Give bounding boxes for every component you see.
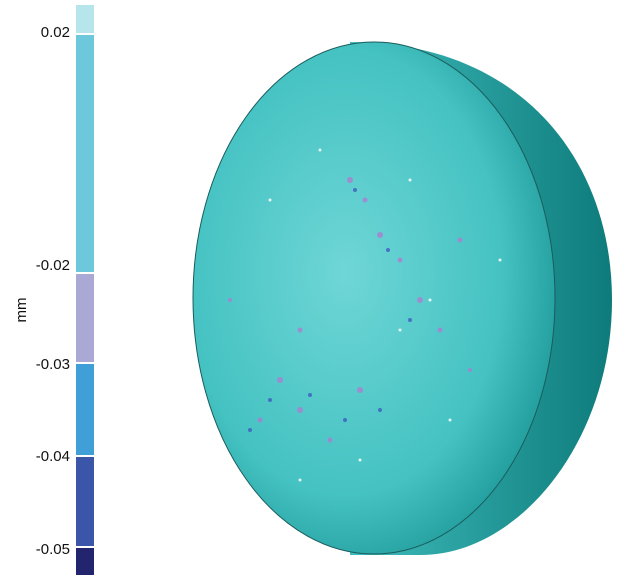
colorbar-tick-label: -0.05 [36, 541, 70, 558]
colorbar-segment [76, 274, 94, 362]
colorbar-unit: mm [13, 298, 30, 323]
colorbar-tick-label: 0.02 [41, 24, 70, 41]
colorbar-segment [76, 35, 94, 272]
colorbar-segment [76, 457, 94, 546]
colorbar-segment [76, 5, 94, 33]
visualization: 0.02 -0.02 -0.03 -0.04 -0.05 mm [0, 0, 630, 578]
colorbar-segment [76, 548, 94, 575]
colorbar [76, 5, 94, 575]
colorbar-tick-label: -0.03 [36, 356, 70, 373]
page: 0.02 -0.02 -0.03 -0.04 -0.05 mm [0, 0, 630, 578]
colorbar-tick-label: -0.02 [36, 257, 70, 274]
hemisphere [193, 42, 612, 555]
colorbar-segment [76, 364, 94, 455]
colorbar-tick-label: -0.04 [36, 448, 70, 465]
hemisphere-face [193, 42, 555, 554]
